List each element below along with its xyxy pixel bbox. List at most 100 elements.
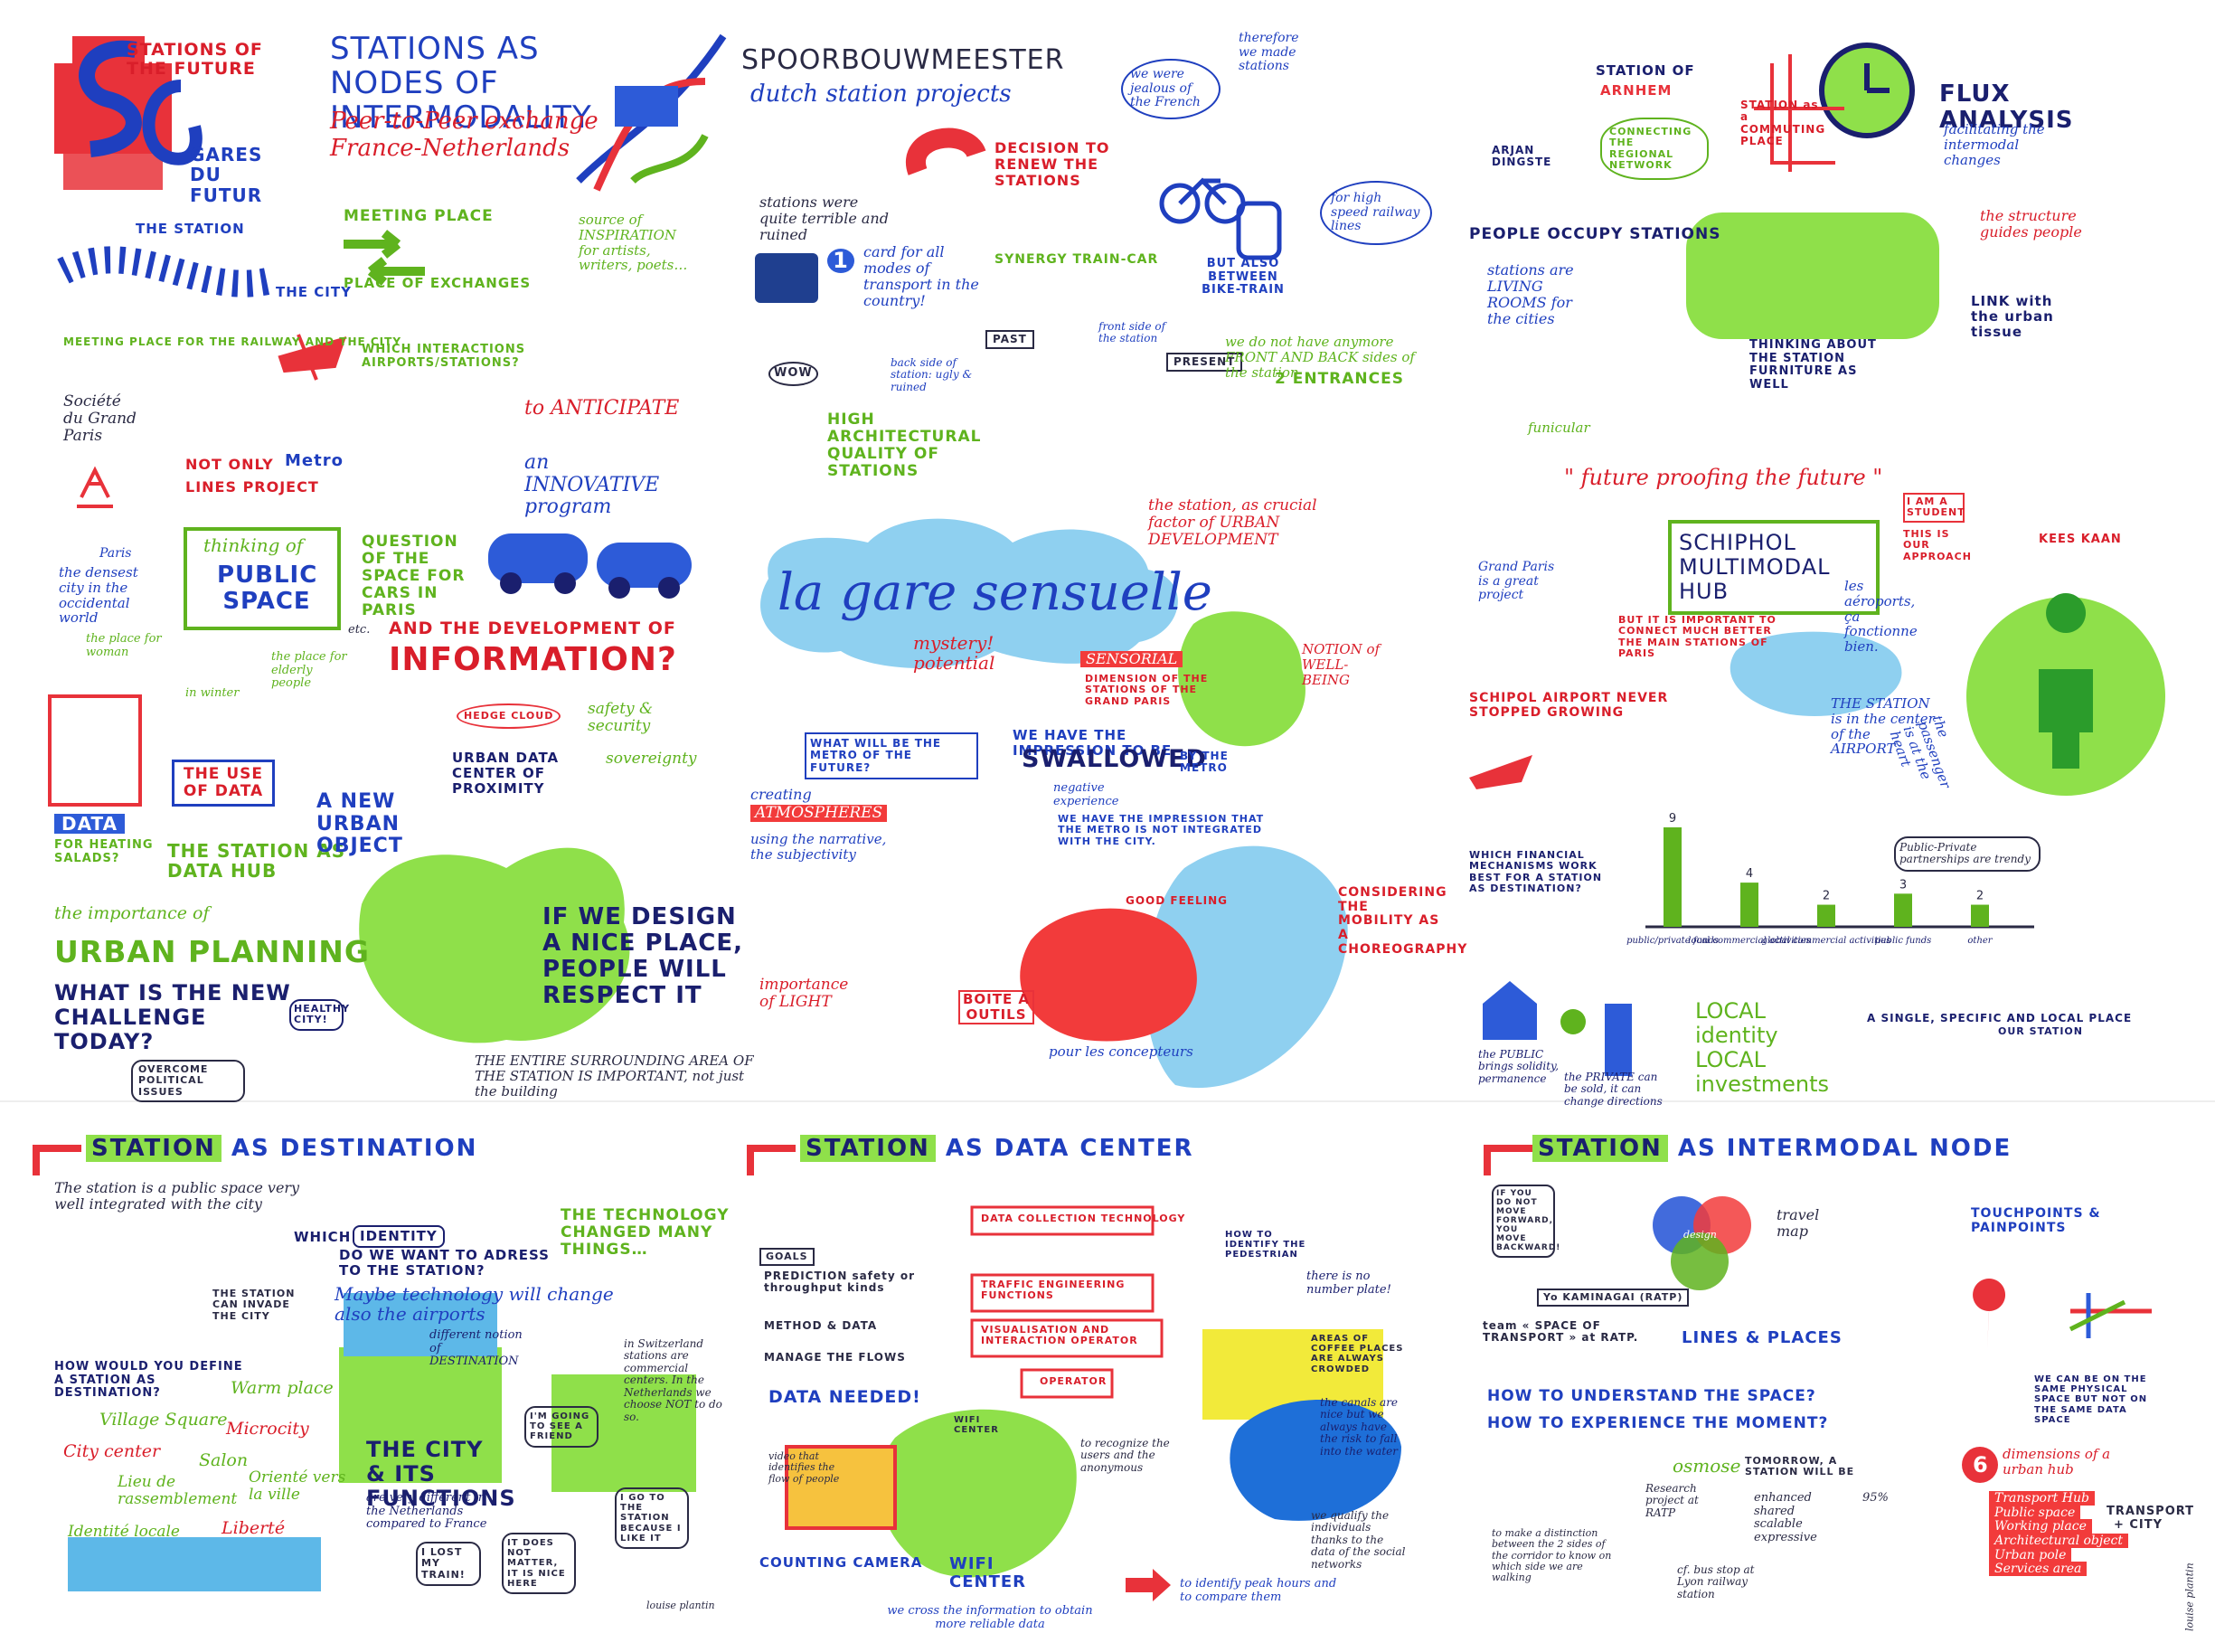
eiffel-tower-icon xyxy=(77,466,113,508)
how-define: HOW WOULD YOU DEFINE A STATION AS DESTIN… xyxy=(54,1360,243,1401)
center-airport: THE STATION is in the center of the AIRP… xyxy=(1831,695,1935,758)
datacenter-title-text: AS DATA CENTER xyxy=(945,1135,1194,1162)
bar-value-3: 3 xyxy=(1899,878,1907,892)
past-label: PAST xyxy=(985,330,1034,350)
bar-label-3: public funds xyxy=(1875,936,1932,946)
kees-kaan: KEES KAAN xyxy=(2039,533,2122,546)
word-identite-locale: Identité locale xyxy=(68,1523,180,1541)
flux-pointer-icon xyxy=(1864,63,1890,93)
section-hook-icon xyxy=(33,1145,81,1175)
creating-label: creating xyxy=(750,786,812,803)
different-netherlands: are very different in the Netherlands co… xyxy=(366,1491,487,1532)
traffic-engineering: TRAFFIC ENGINEERING FUNCTIONS xyxy=(981,1279,1126,1302)
spoorbouwmeester-title: SPOORBOUWMEESTER xyxy=(741,44,1065,76)
stations-future-title: STATIONS OF THE FUTURE xyxy=(127,40,263,80)
airplane-icon xyxy=(278,334,347,381)
exchange-arrows-icon xyxy=(344,230,425,286)
goals-label: GOALS xyxy=(759,1248,815,1267)
lines-places: LINES & PLACES xyxy=(1682,1328,1843,1347)
going-friend-bubble: I'M GOING TO SEE A FRIEND xyxy=(524,1406,599,1448)
coffee-crowded: AREAS OF COFFEE PLACES ARE ALWAYS CROWDE… xyxy=(1311,1334,1404,1374)
public-space-title: PUBLIC SPACE xyxy=(217,562,318,616)
city-label: THE CITY xyxy=(276,284,352,300)
boite-outils: BOITE À OUTILS xyxy=(958,990,1034,1024)
decision-arrow-icon xyxy=(906,127,986,175)
collection-tech: DATA COLLECTION TECHNOLOGY xyxy=(981,1213,1186,1224)
canal-blob xyxy=(1230,1399,1401,1521)
do-we-want: DO WE WANT TO ADRESS TO THE STATION? xyxy=(339,1247,550,1279)
living-room-blob xyxy=(1686,212,1939,339)
meeting-place-label: MEETING PLACE xyxy=(344,207,494,225)
lost-train-bubble: I LOST MY TRAIN! xyxy=(416,1542,481,1586)
bar-2 xyxy=(1817,904,1835,927)
bike-train: BUT ALSO BETWEEN BIKE-TRAIN xyxy=(1202,257,1285,297)
metro-future: WHAT WILL BE THE METRO OF THE FUTURE? xyxy=(805,732,978,780)
woman-place: the place for woman xyxy=(86,632,162,659)
paris-label: Paris xyxy=(99,546,132,561)
back-side: back side of station: ugly & ruined xyxy=(891,356,973,393)
qualify-individuals: we qualify the individuals thanks to the… xyxy=(1311,1509,1406,1571)
swallowed-title: SWALLOWED xyxy=(1022,745,1207,773)
ppp-trendy: Public-Private partnerships are trendy xyxy=(1894,836,2041,872)
word-salon: Salon xyxy=(199,1450,249,1470)
flowchart xyxy=(970,1205,1164,1399)
station-highlight-3: STATION xyxy=(1532,1135,1668,1162)
schiphol-hub-box: SCHIPHOL MULTIMODAL HUB xyxy=(1668,520,1880,615)
six-number: 6 xyxy=(1973,1452,1989,1477)
good-feeling-splash xyxy=(1020,908,1197,1042)
touchpoints: TOUCHPOINTS & PAINPOINTS xyxy=(1971,1206,2101,1235)
location-pin-icon xyxy=(1973,1279,2006,1347)
etc-label: etc. xyxy=(348,623,371,637)
wifi-center-small: WIFI CENTER xyxy=(954,1415,999,1436)
gare-sensuelle-title: la gare sensuelle xyxy=(778,563,1212,622)
word-microcity: Microcity xyxy=(226,1419,309,1439)
quality-item: shared xyxy=(1754,1504,1796,1518)
maybe-technology: Maybe technology will change also the ai… xyxy=(335,1283,614,1326)
station-highlight-2: STATION xyxy=(800,1135,936,1162)
densest-city: the densest city in the occidental world xyxy=(59,564,138,627)
railway-track-icon xyxy=(57,246,275,297)
railway-network-icon xyxy=(576,33,727,192)
qualities-list: enhanced shared scalable expressive xyxy=(1754,1491,1817,1544)
planning-blob xyxy=(359,847,630,1043)
city-functions: THE CITY & ITS FUNCTIONS xyxy=(366,1437,516,1511)
schipol-growing: SCHIPOL AIRPORT NEVER STOPPED GROWING xyxy=(1469,691,1669,720)
well-being: NOTION of WELL-BEING xyxy=(1302,641,1381,688)
link-urban-tissue: LINK with the urban tissue xyxy=(1971,293,2054,340)
wifi-center: WIFI CENTER xyxy=(949,1554,1027,1592)
video-flow: video that identifies the flow of people xyxy=(768,1450,840,1485)
six-badge xyxy=(1962,1447,1998,1483)
dutch-map-icon xyxy=(785,1445,897,1530)
sensuelle-cloud xyxy=(760,518,1178,668)
structure-guides: the structure guides people xyxy=(1980,207,2082,241)
local-identity: LOCAL identity LOCAL investments xyxy=(1695,998,1830,1097)
importance-of: the importance of xyxy=(54,903,210,923)
park-blob xyxy=(68,1537,321,1591)
atmospheres-badge: ATMOSPHERES xyxy=(750,804,888,823)
good-feeling: GOOD FEELING xyxy=(1126,894,1228,907)
bar-1 xyxy=(1740,883,1758,927)
bar-label-2: global commercial activities xyxy=(1762,936,1891,946)
people-occupy: PEOPLE OCCUPY STATIONS xyxy=(1469,225,1721,243)
percent-label: 95% xyxy=(1862,1491,1889,1505)
venn-green xyxy=(1671,1232,1729,1290)
hub-item: Working place xyxy=(1989,1519,2092,1534)
safety-security: safety & security xyxy=(588,700,654,736)
city-sky-blob xyxy=(344,1293,497,1356)
negative-experience: negative experience xyxy=(1053,781,1119,808)
quality-item: expressive xyxy=(1754,1530,1817,1544)
cross-information: we cross the information to obtain more … xyxy=(887,1604,1093,1631)
architectural-quality: HIGH ARCHITECTURAL QUALITY OF STATIONS xyxy=(827,411,982,481)
no-front-back: we do not have anymore FRONT AND BACK si… xyxy=(1225,334,1415,381)
intermodal-section-title: STATION AS INTERMODAL NODE xyxy=(1532,1135,2012,1162)
station-label: THE STATION xyxy=(136,221,245,237)
section-hook-icon-3 xyxy=(1484,1145,1532,1175)
hub-item: Urban pole xyxy=(1989,1547,2072,1562)
future-proofing: " future proofing the future " xyxy=(1564,465,1883,490)
station-furniture: THINKING ABOUT THE STATION FURNITURE AS … xyxy=(1749,338,1877,392)
thinking-of: thinking of xyxy=(203,534,304,556)
metro-map-icon xyxy=(2069,1293,2152,1338)
sensorial-badge: SENSORIAL xyxy=(1080,651,1183,667)
